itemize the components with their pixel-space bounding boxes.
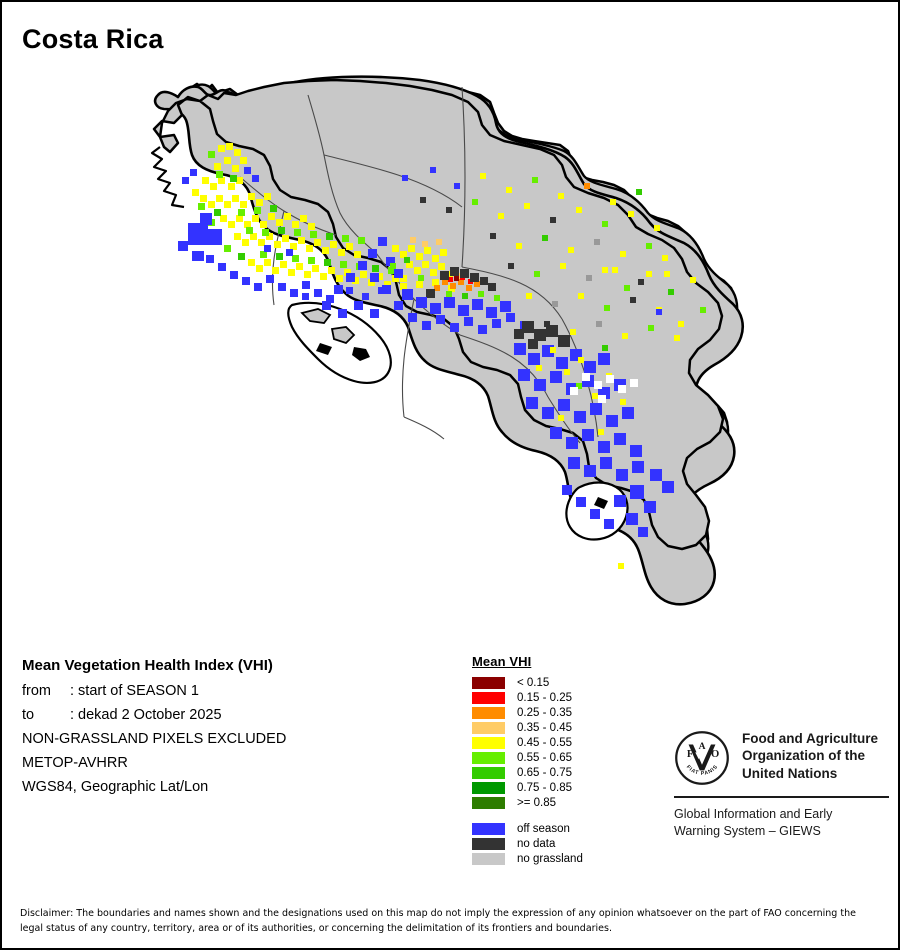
legend-row-class-6[interactable]: 0.65 - 0.75 [472, 765, 583, 780]
caption-to-key: to [22, 707, 35, 723]
caption-to-line: to : dekad 2 October 2025 [22, 707, 452, 723]
legend-swatch-gte-085 [472, 796, 505, 809]
legend-label-035-045: 0.35 - 0.45 [517, 721, 572, 734]
giews-line2: Warning System – GIEWS [674, 823, 821, 838]
svg-text:O: O [711, 749, 719, 760]
legend-row-off-season[interactable]: off season [472, 821, 583, 836]
vhi-pixels-northern-plains [402, 167, 680, 341]
map-canvas[interactable] [2, 57, 898, 632]
legend-row-class-0[interactable]: < 0.15 [472, 675, 583, 690]
legend-swatch-075-085 [472, 781, 505, 794]
giews-name: Global Information and Early Warning Sys… [674, 806, 889, 840]
fao-org-line1: Food and Agriculture [742, 731, 878, 746]
legend-title: Mean VHI [472, 654, 532, 669]
vhi-pixels-central-valley [322, 237, 529, 334]
legend-label-065-075: 0.65 - 0.75 [517, 766, 572, 779]
fao-header: F A O FIAT PANIS Food and Agriculture Or… [674, 730, 889, 786]
legend-swatch-no-data [472, 837, 505, 850]
legend-swatch-off-season [472, 822, 505, 835]
legend-spacer [472, 810, 583, 821]
legend-row-class-2[interactable]: 0.25 - 0.35 [472, 705, 583, 720]
caption-from-key: from [22, 683, 51, 699]
legend-label-no-grassland: no grassland [517, 852, 583, 865]
legend-row-class-3[interactable]: 0.35 - 0.45 [472, 720, 583, 735]
fao-logo-block: F A O FIAT PANIS Food and Agriculture Or… [674, 730, 889, 840]
disclaimer-text: Disclaimer: The boundaries and names sho… [20, 908, 856, 934]
page-title: Costa Rica [22, 24, 164, 54]
legend-row-class-4[interactable]: 0.45 - 0.55 [472, 735, 583, 750]
legend-swatch-no-grassland [472, 852, 505, 865]
legend-label-off-season: off season [517, 822, 570, 835]
legend-label-075-085: 0.75 - 0.85 [517, 781, 572, 794]
caption-title: Mean Vegetation Health Index (VHI) [22, 657, 273, 674]
legend-row-class-5[interactable]: 0.55 - 0.65 [472, 750, 583, 765]
caption-exclusion-line: NON-GRASSLAND PIXELS EXCLUDED [22, 731, 287, 747]
legend-row-class-8[interactable]: >= 0.85 [472, 795, 583, 810]
svg-text:F: F [687, 749, 694, 760]
caption-block: Mean Vegetation Health Index (VHI) from:… [22, 657, 452, 803]
legend-swatch-lt-015 [472, 676, 505, 689]
legend-label-lt-015: < 0.15 [517, 676, 550, 689]
legend-swatch-045-055 [472, 736, 505, 749]
vhi-pixels-caribbean [602, 267, 706, 327]
legend-label-no-data: no data [517, 837, 556, 850]
costa-rica-map-svg[interactable] [2, 57, 898, 632]
legend-row-no-grassland[interactable]: no grassland [472, 851, 583, 866]
fao-divider [674, 796, 889, 798]
legend-swatch-035-045 [472, 721, 505, 734]
caption-projection-line: WGS84, Geographic Lat/Lon [22, 779, 209, 795]
legend-swatch-055-065 [472, 751, 505, 764]
fao-org-line3: United Nations [742, 765, 838, 781]
fao-emblem-icon: F A O FIAT PANIS [675, 731, 729, 785]
caption-from-line: from : start of SEASON 1 [22, 683, 452, 699]
vhi-pixels-south-pacific [514, 321, 674, 569]
legend-row-class-7[interactable]: 0.75 - 0.85 [472, 780, 583, 795]
caption-to-value: : dekad 2 October 2025 [70, 707, 222, 723]
legend-label-025-035: 0.25 - 0.35 [517, 706, 572, 719]
legend-swatch-015-025 [472, 691, 505, 704]
giews-line1: Global Information and Early [674, 807, 833, 821]
fao-org-line2: Organization of the [742, 748, 865, 764]
caption-from-value: : start of SEASON 1 [70, 683, 199, 699]
fao-organization-name: Food and Agriculture Organization of the… [742, 730, 878, 782]
vhi-pixels-guanacaste [178, 143, 407, 303]
legend-label-015-025: 0.15 - 0.25 [517, 691, 572, 704]
legend-row-no-data[interactable]: no data [472, 836, 583, 851]
legend-swatch-065-075 [472, 766, 505, 779]
legend: Mean VHI < 0.15 0.15 - 0.25 0.25 - 0.35 … [472, 654, 583, 866]
legend-swatch-025-035 [472, 706, 505, 719]
country-shape [152, 78, 725, 551]
caption-sensor-line: METOP-AVHRR [22, 755, 128, 771]
coastline-detail [150, 146, 185, 209]
legend-label-gte-085: >= 0.85 [517, 796, 557, 809]
legend-label-045-055: 0.45 - 0.55 [517, 736, 572, 749]
legend-label-055-065: 0.55 - 0.65 [517, 751, 572, 764]
svg-text:A: A [699, 742, 706, 752]
legend-row-class-1[interactable]: 0.15 - 0.25 [472, 690, 583, 705]
